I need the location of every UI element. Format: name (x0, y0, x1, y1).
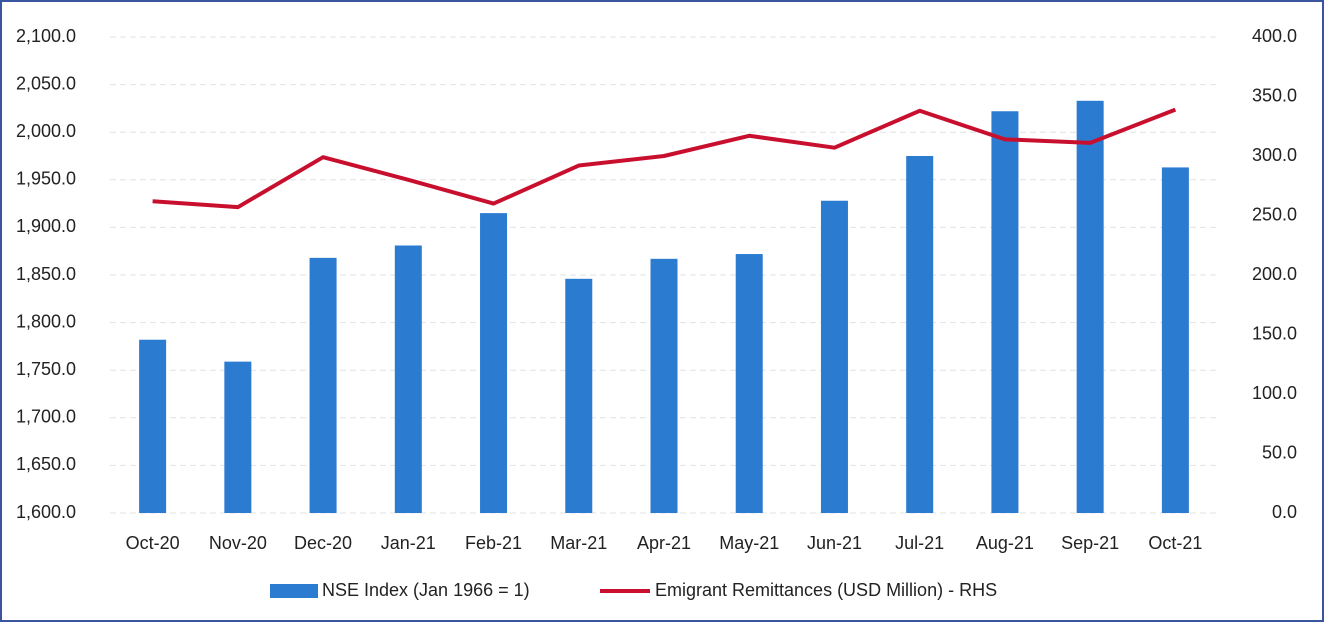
bar (309, 257, 337, 513)
y2-tick-label: 400.0 (1252, 26, 1297, 46)
x-tick-label: Oct-20 (126, 533, 180, 553)
bar (224, 361, 252, 513)
y2-tick-label: 200.0 (1252, 264, 1297, 284)
x-tick-label: Apr-21 (637, 533, 691, 553)
y-tick-label: 1,600.0 (16, 502, 76, 522)
bar (480, 213, 508, 513)
bar (1161, 167, 1189, 513)
x-tick-label: Jun-21 (807, 533, 862, 553)
y-tick-label: 1,850.0 (16, 264, 76, 284)
y-tick-label: 2,000.0 (16, 121, 76, 141)
y-tick-label: 1,900.0 (16, 216, 76, 236)
line (152, 107, 1177, 210)
x-tick-label: Mar-21 (550, 533, 607, 553)
x-tick-label: Aug-21 (976, 533, 1034, 553)
bar (906, 156, 934, 513)
y2-tick-label: 250.0 (1252, 204, 1297, 224)
x-tick-label: Feb-21 (465, 533, 522, 553)
y-tick-label: 1,800.0 (16, 311, 76, 331)
y2-tick-label: 350.0 (1252, 85, 1297, 105)
y2-tick-label: 0.0 (1272, 502, 1297, 522)
bar (820, 200, 848, 513)
bar (991, 111, 1019, 514)
y2-tick-label: 100.0 (1252, 383, 1297, 403)
x-tick-label: Dec-20 (294, 533, 352, 553)
y2-tick-label: 50.0 (1262, 442, 1297, 462)
y-tick-label: 1,700.0 (16, 407, 76, 427)
y-tick-label: 1,650.0 (16, 454, 76, 474)
x-tick-label: May-21 (719, 533, 779, 553)
x-tick-label: Jul-21 (895, 533, 944, 553)
legend-label: NSE Index (Jan 1966 = 1) (322, 580, 530, 600)
y2-tick-label: 300.0 (1252, 145, 1297, 165)
bar (394, 245, 422, 513)
x-tick-label: Jan-21 (381, 533, 436, 553)
y-tick-label: 2,050.0 (16, 73, 76, 93)
x-tick-label: Nov-20 (209, 533, 267, 553)
x-tick-label: Oct-21 (1148, 533, 1202, 553)
legend-label: Emigrant Remittances (USD Million) - RHS (655, 580, 997, 600)
y-tick-label: 2,100.0 (16, 26, 76, 46)
bar (139, 339, 167, 513)
y2-tick-label: 150.0 (1252, 323, 1297, 343)
y-tick-label: 1,950.0 (16, 169, 76, 189)
bar (650, 258, 678, 513)
bar (735, 254, 763, 513)
bar (1076, 100, 1104, 513)
bar (565, 278, 593, 513)
y-tick-label: 1,750.0 (16, 359, 76, 379)
x-tick-label: Sep-21 (1061, 533, 1119, 553)
legend-swatch (270, 584, 318, 598)
